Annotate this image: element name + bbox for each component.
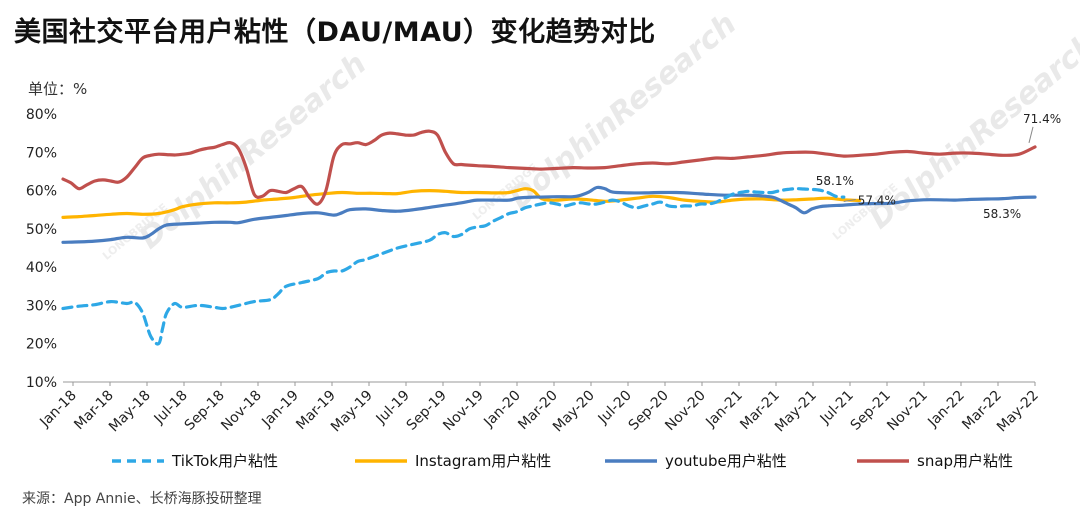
leader-line: [843, 199, 856, 203]
series-line-TikTok用户粘性: [61, 187, 846, 346]
data-label-instagram: 57.4%: [858, 194, 896, 208]
label-layer: 71.4% 58.1% 57.4% 58.3%: [816, 112, 1061, 221]
x-tick-label: May-22: [994, 388, 1042, 436]
legend-label-snap用户粘性: snap用户粘性: [917, 452, 1013, 470]
watermark-layer: DolphinResearchLONGBRIDGEDolphinResearch…: [100, 6, 1080, 262]
y-tick-label: 70%: [26, 145, 57, 161]
legend-label-Instagram用户粘性: Instagram用户粘性: [415, 452, 551, 470]
legend-label-youtube用户粘性: youtube用户粘性: [665, 452, 787, 470]
y-tick-label: 50%: [26, 222, 57, 238]
y-tick-label: 80%: [26, 107, 57, 123]
legend-label-TikTok用户粘性: TikTok用户粘性: [171, 452, 278, 470]
y-tick-label: 60%: [26, 184, 57, 200]
x-tick-label: Nov-18: [218, 388, 265, 435]
x-tick-label: May-20: [550, 388, 598, 436]
series-line-snap用户粘性: [61, 129, 1037, 206]
x-tick-label: May-21: [772, 388, 820, 436]
y-tick-label: 40%: [26, 260, 57, 276]
watermark-text: DolphinResearch: [503, 6, 744, 216]
y-tick-label: 20%: [26, 337, 57, 353]
y-tick-label: 10%: [26, 375, 57, 391]
legend: TikTok用户粘性 Instagram用户粘性 youtube用户粘性 snap用户…: [112, 452, 1013, 470]
data-label-snap: 71.4%: [1023, 112, 1061, 126]
data-label-tiktok: 58.1%: [816, 174, 854, 188]
x-tick-label: Nov-20: [662, 388, 709, 435]
series-layer: [61, 129, 1037, 346]
unit-label: 单位：%: [28, 80, 88, 98]
series-line-youtube用户粘性: [61, 185, 1037, 244]
data-label-youtube: 58.3%: [983, 207, 1021, 221]
source-note: 来源：App Annie、长桥海豚投研整理: [22, 491, 262, 507]
chart-title: 美国社交平台用户粘性（DAU/MAU）变化趋势对比: [14, 17, 656, 48]
x-tick-label: May-19: [328, 388, 376, 436]
x-tick-label: Nov-21: [884, 388, 931, 435]
leader-line: [1028, 126, 1034, 144]
x-tick-label: Nov-19: [440, 388, 487, 435]
y-tick-label: 30%: [26, 298, 57, 314]
x-tick-label: May-18: [106, 388, 154, 436]
